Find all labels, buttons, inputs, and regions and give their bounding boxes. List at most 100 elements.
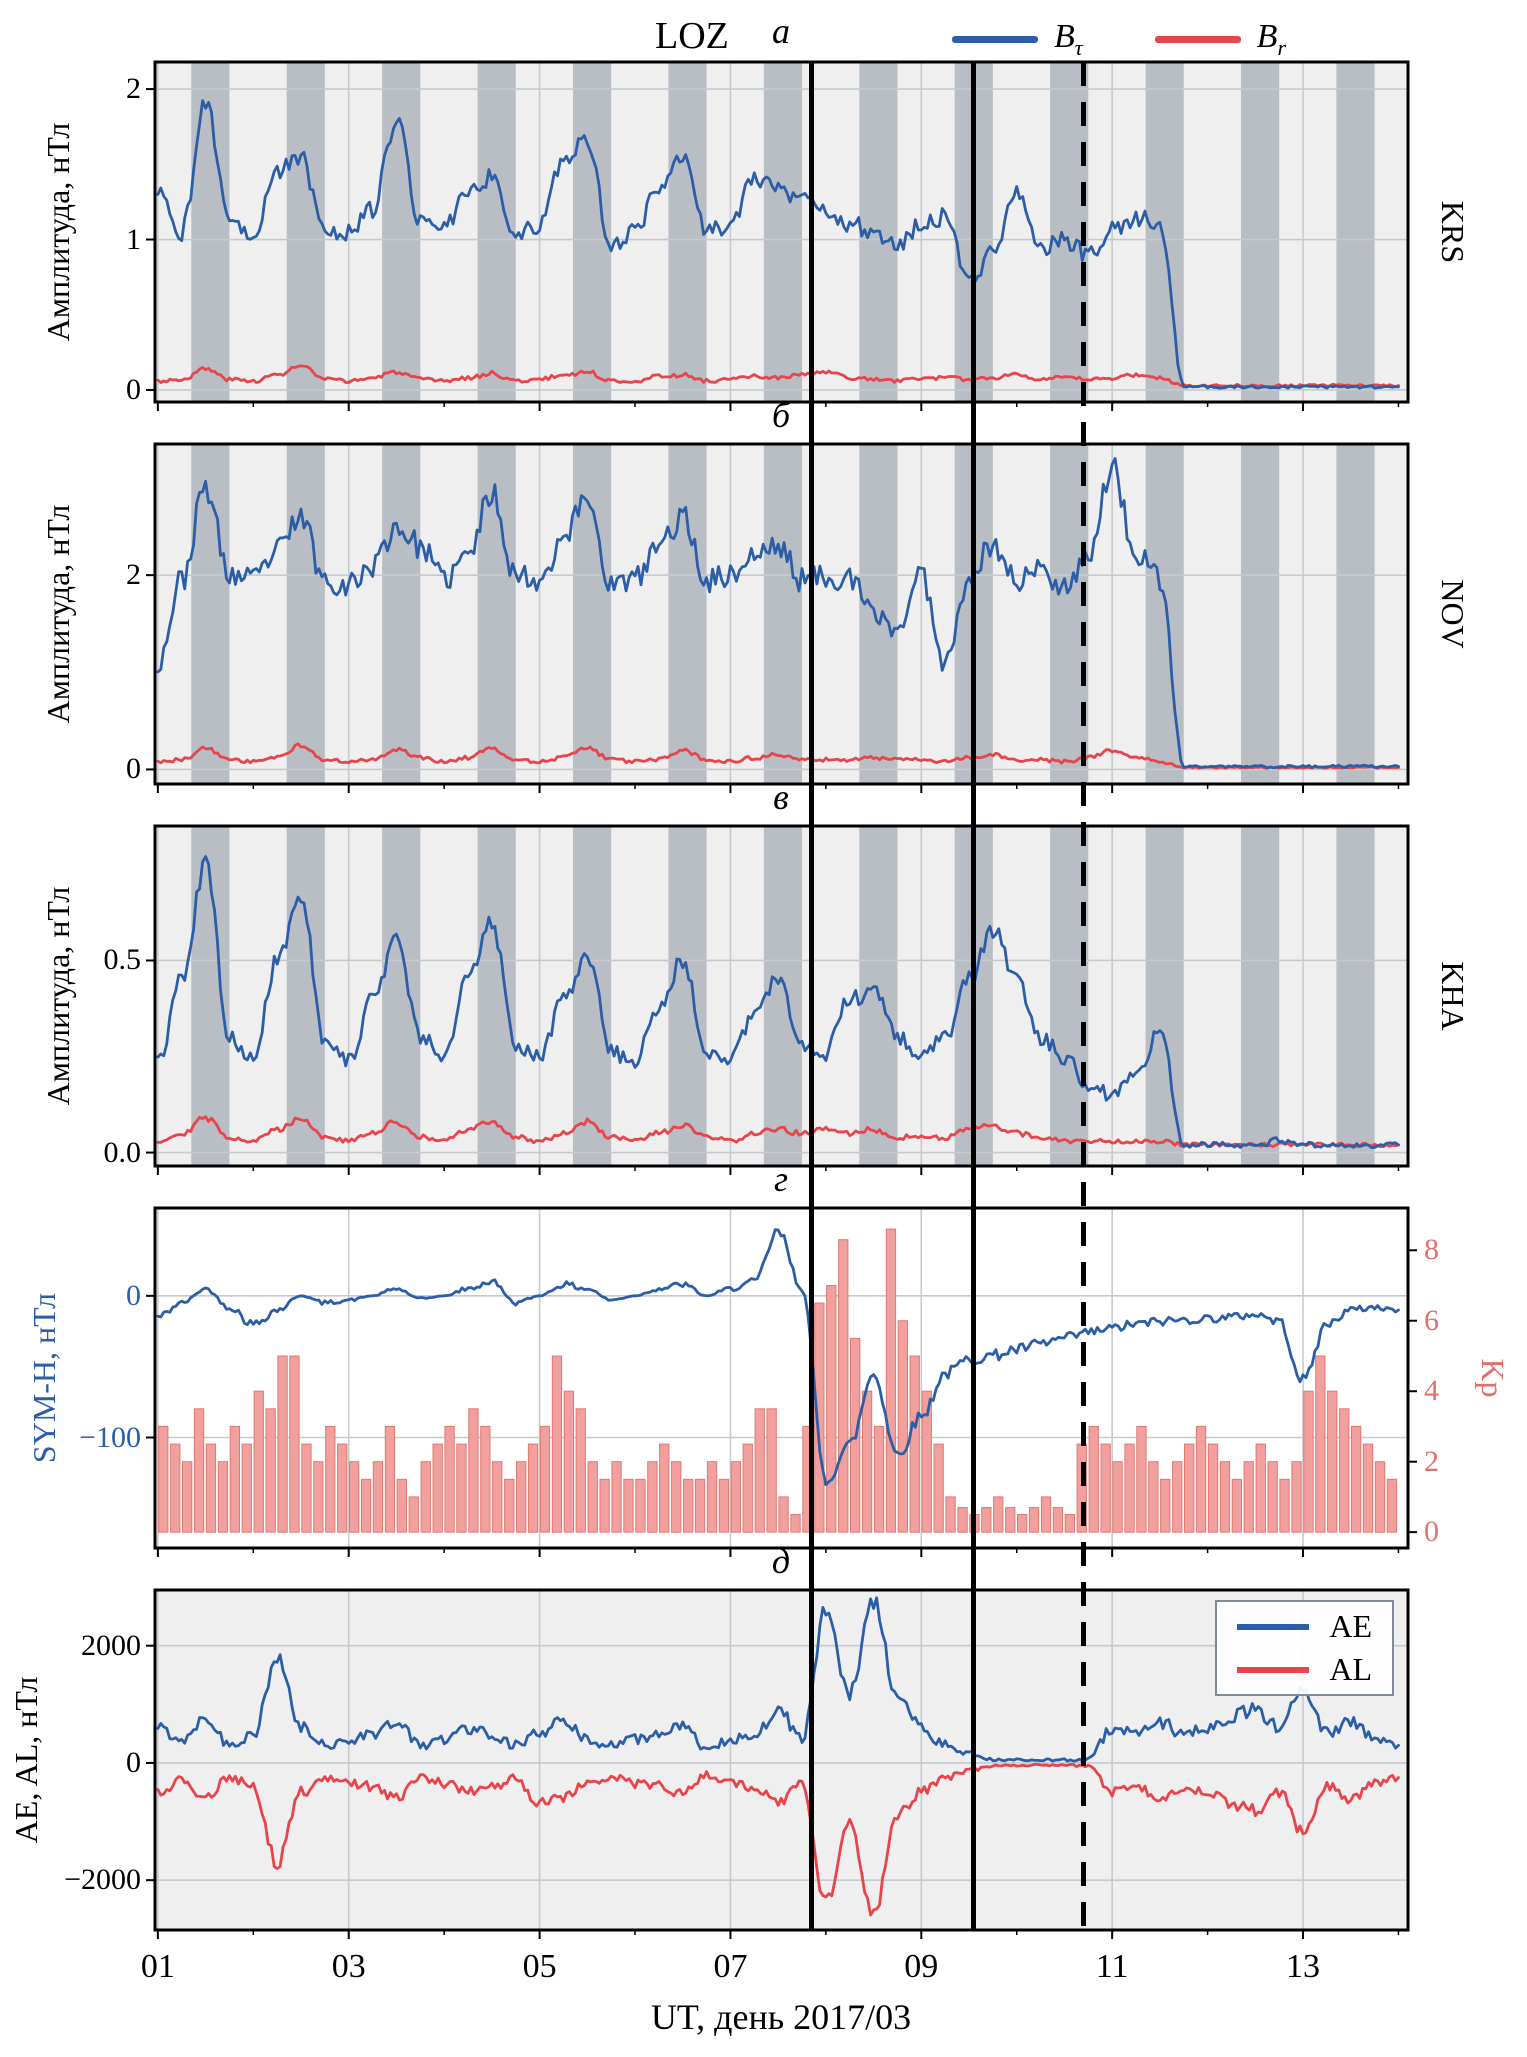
kp-bar: [408, 1496, 419, 1533]
kp-tick-label: 8: [1424, 1233, 1439, 1267]
station-label-krs: KRS: [1435, 200, 1471, 264]
kp-tick-label: 0: [1424, 1515, 1439, 1549]
AE-line: [156, 1596, 1400, 1763]
kp-bar: [993, 1496, 1004, 1533]
y-tick-label: −100: [79, 1420, 141, 1454]
panel-label-b: б: [771, 395, 791, 435]
kp-bar: [1279, 1478, 1290, 1533]
kp-bar: [241, 1443, 252, 1533]
kp-bar: [933, 1443, 944, 1533]
x-tick-label: 11: [1095, 1948, 1129, 1985]
axis-ticks: [146, 574, 1400, 793]
kp-bar: [1160, 1478, 1171, 1533]
kp-bar: [861, 1390, 873, 1533]
kp-bar: [790, 1514, 801, 1533]
kp-bar: [909, 1355, 920, 1533]
legend-entry-al: AL: [1237, 1651, 1372, 1688]
kp-bar: [742, 1443, 753, 1533]
kp-bar: [301, 1443, 312, 1533]
kp-bar: [1243, 1461, 1254, 1533]
kp-bar: [360, 1478, 372, 1533]
panel-kha: 0.5 0.0: [104, 824, 1410, 1175]
figure-title: LOZ: [655, 15, 729, 57]
kp-bar: [384, 1425, 396, 1533]
kp-bar: [1124, 1443, 1135, 1533]
kp-bar: [945, 1496, 956, 1533]
kp-bar: [516, 1461, 527, 1533]
kp-bar: [1255, 1443, 1266, 1533]
kp-bar: [456, 1443, 467, 1533]
y-axis-label-symh: SYM-H, нТл: [26, 1292, 62, 1464]
kp-bars: [158, 1228, 1398, 1533]
SYM-H-line: [156, 1228, 1400, 1487]
kp-bar: [706, 1461, 718, 1533]
kha-plot: [146, 824, 1410, 1175]
symh-kp-plot: [146, 1206, 1417, 1557]
event-line-dashed: [1081, 62, 1087, 1930]
kp-bar: [253, 1390, 264, 1533]
y-tick-label: 0.5: [103, 943, 142, 977]
kp-bar: [372, 1461, 384, 1533]
y-tick-label: 0: [126, 752, 141, 786]
kp-bar: [1291, 1461, 1302, 1533]
station-label-kha: KHA: [1435, 961, 1471, 1031]
kp-bar: [730, 1461, 742, 1533]
kp-bar: [217, 1461, 229, 1533]
kp-bar: [492, 1461, 503, 1533]
kp-bar: [1351, 1425, 1362, 1533]
panel-frame: [153, 442, 1410, 786]
kp-bar: [623, 1478, 634, 1533]
y-axis-label-nov: Амплитуда, нТл: [40, 504, 76, 724]
AL-line: [156, 1762, 1400, 1917]
kp-bar: [539, 1425, 551, 1533]
y-tick-label: 2: [126, 558, 141, 592]
kp-tick-label: 4: [1424, 1374, 1439, 1408]
br-line-swatch: [1154, 35, 1241, 43]
kp-tick-label: 2: [1424, 1444, 1439, 1478]
kp-bar: [1017, 1514, 1028, 1533]
kp-bar: [1184, 1443, 1195, 1533]
panel-frame: [153, 1206, 1410, 1550]
axis-ticks: [146, 959, 1400, 1175]
kp-bar: [1195, 1425, 1207, 1533]
panel-frame: [153, 60, 1410, 404]
panel-label-d: д: [771, 1541, 791, 1581]
kp-bar: [575, 1408, 586, 1533]
panel-bg: [155, 1590, 1408, 1930]
kp-bar: [1040, 1496, 1052, 1533]
x-axis-label: UT, день 2017/03: [650, 1997, 912, 2037]
kp-axis-label: Kp: [1475, 1358, 1511, 1398]
Btau-line: [156, 457, 1400, 770]
y-tick-label: 1: [126, 222, 141, 256]
x-tick-label: 01: [140, 1948, 175, 1985]
kp-bar: [193, 1408, 205, 1533]
nov-plot: [146, 442, 1410, 793]
kp-bar: [1112, 1461, 1123, 1533]
btau-legend-label: Bτ: [1054, 18, 1083, 61]
kp-bar: [277, 1355, 288, 1533]
event-line-solid-1: [809, 62, 815, 1930]
kp-bar: [480, 1425, 491, 1533]
y-tick-label: 0: [126, 372, 141, 406]
kp-bar: [1064, 1514, 1076, 1533]
panel-krs: 2 1 0: [126, 60, 1410, 411]
Btau-line: [156, 855, 1400, 1149]
panel-symh-kp: 0 −100 8 6 4 2 0: [79, 1206, 1439, 1557]
kp-bar: [1172, 1461, 1183, 1533]
kp-bar: [1088, 1425, 1099, 1533]
kp-bar: [873, 1425, 885, 1533]
figure-legend: Bτ Br: [952, 18, 1286, 61]
kp-bar: [182, 1461, 193, 1533]
kp-bar: [957, 1507, 968, 1533]
kp-bar: [838, 1239, 849, 1533]
kp-bar: [1100, 1443, 1111, 1533]
kp-bar: [1303, 1390, 1314, 1533]
kp-tick-label: 6: [1424, 1303, 1439, 1337]
axis-ticks: [146, 88, 1400, 411]
kp-bar: [766, 1408, 777, 1533]
kp-bar: [551, 1355, 563, 1533]
y-tick-label: 0: [126, 1278, 141, 1312]
kp-bar: [921, 1390, 932, 1533]
kp-bar: [1052, 1507, 1064, 1533]
kp-bar: [635, 1478, 646, 1533]
